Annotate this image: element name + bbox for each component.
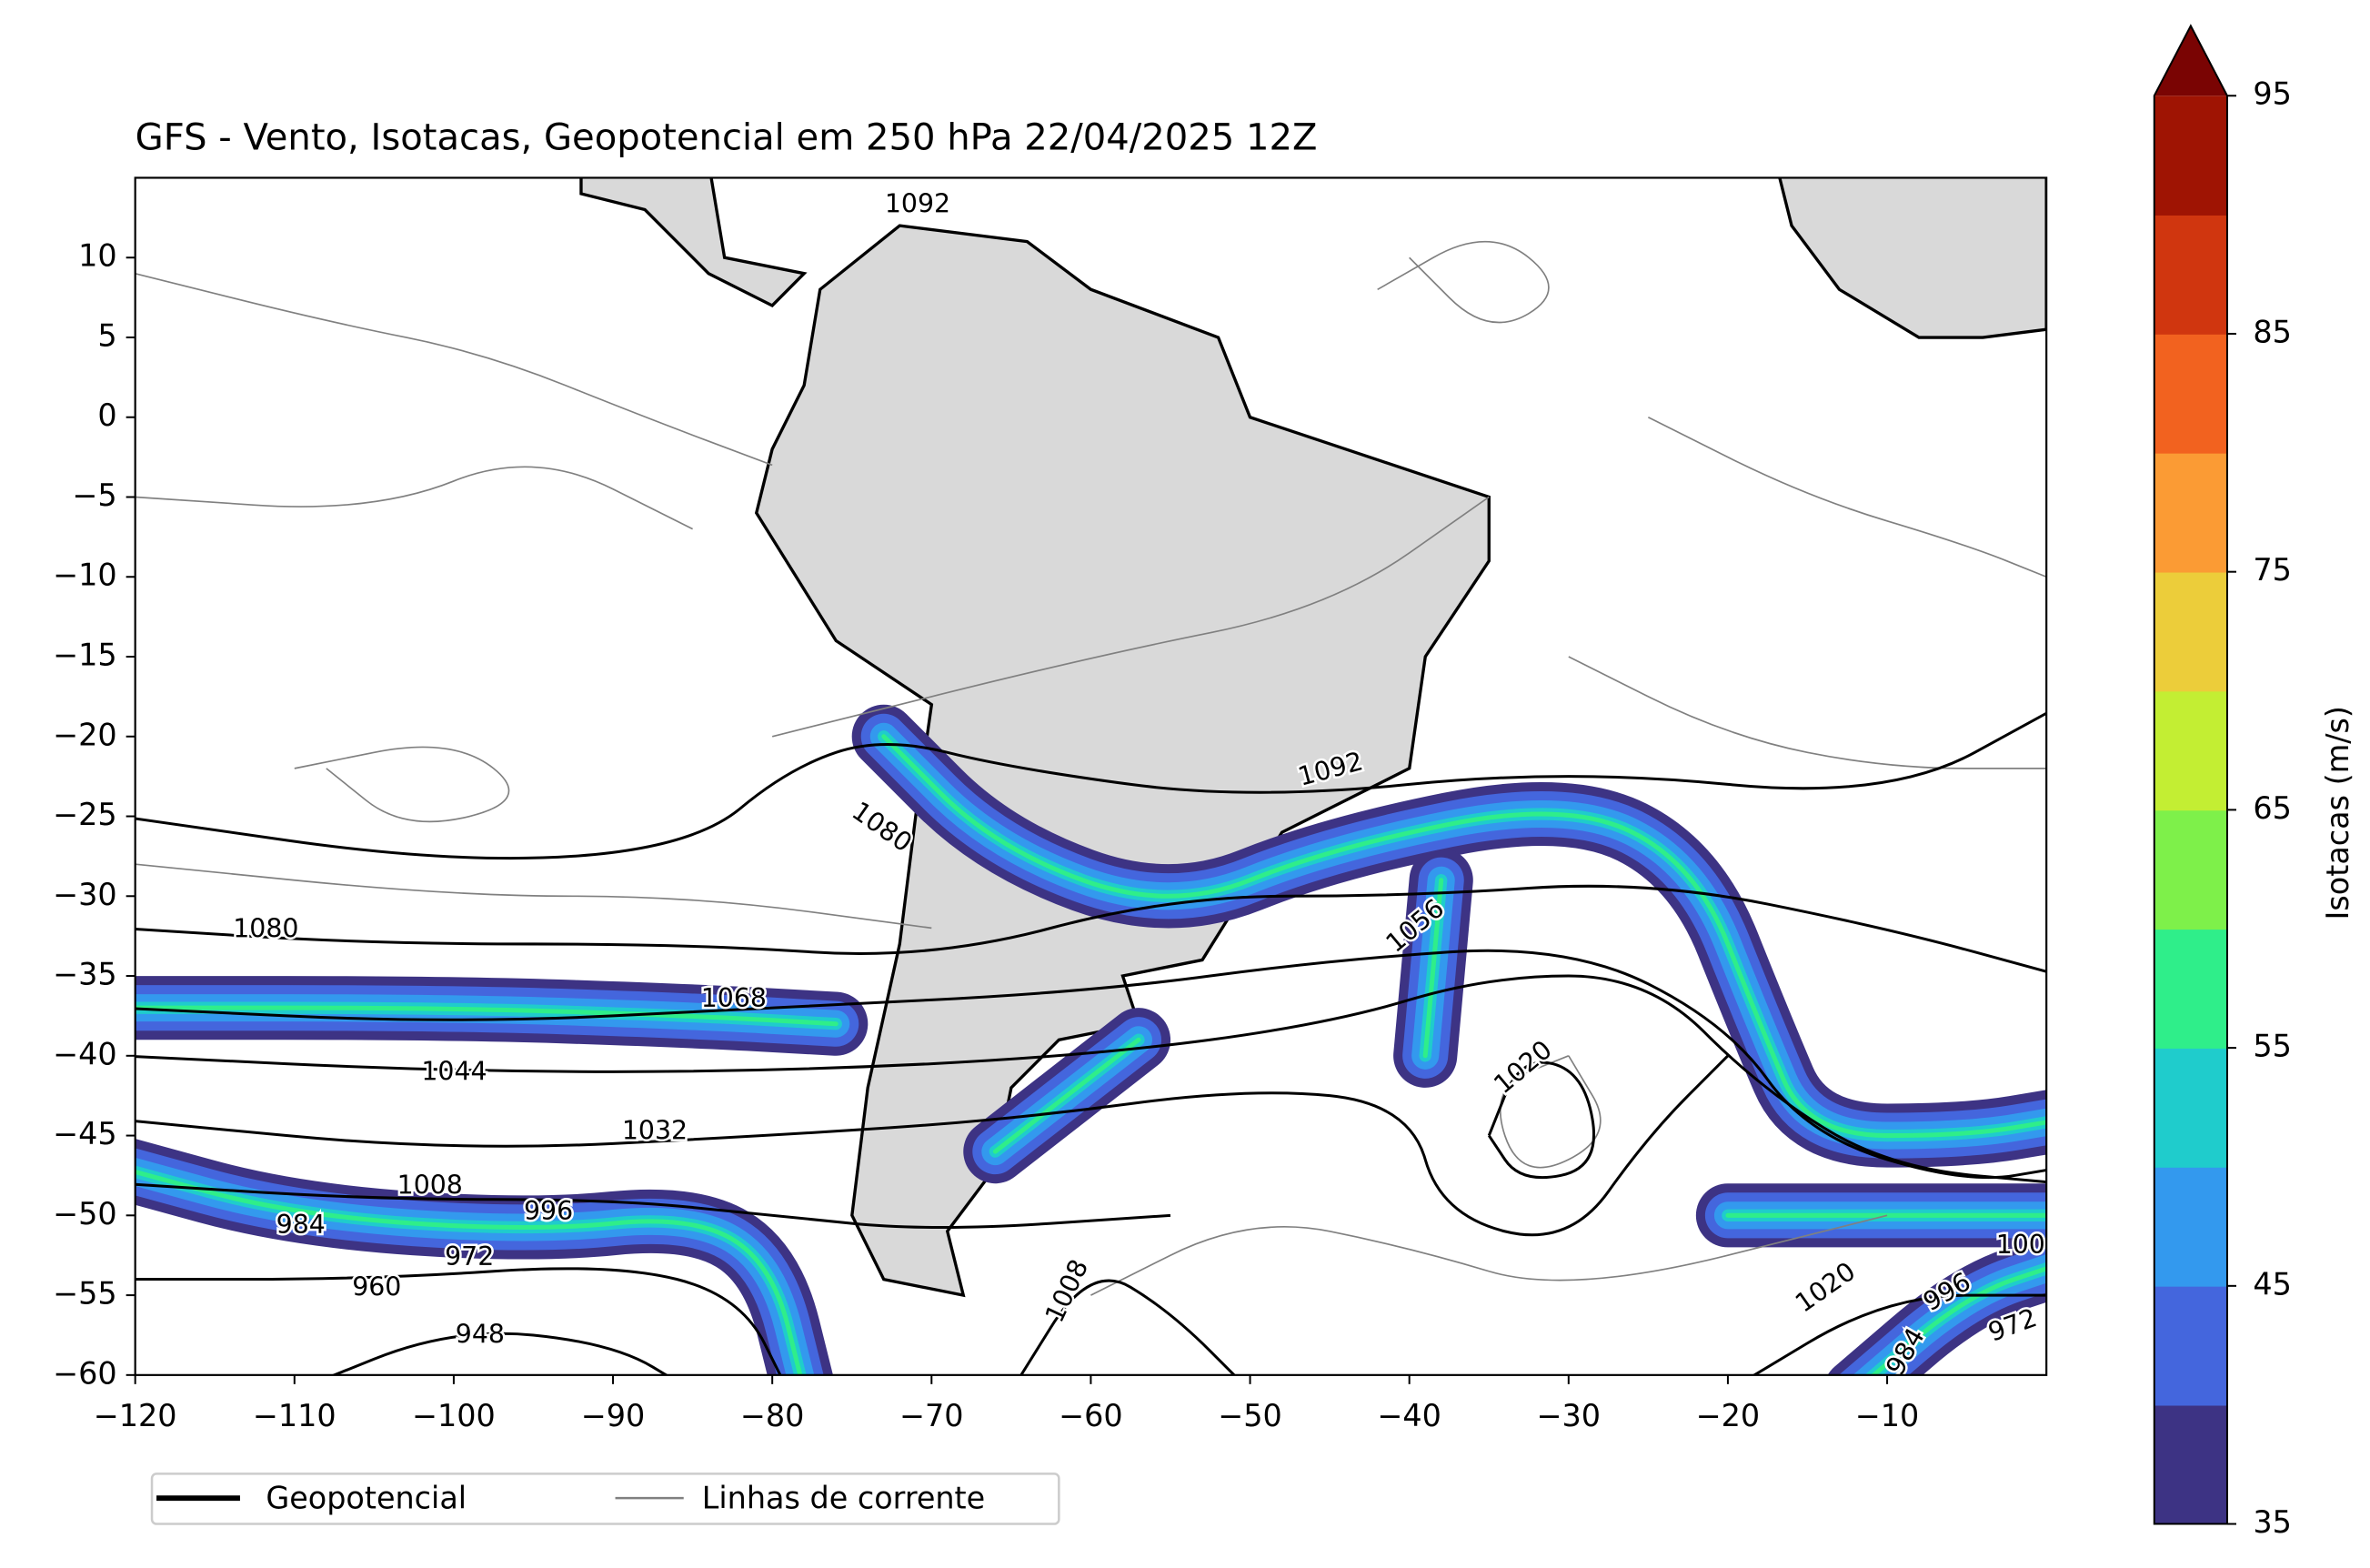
x-tick-label: −70 <box>899 1398 964 1433</box>
colorbar-segment <box>2154 95 2227 216</box>
y-tick-label: −50 <box>53 1196 117 1231</box>
contour-label: 100 <box>1996 1230 2045 1260</box>
y-tick-label: −55 <box>53 1276 117 1312</box>
y-tick-label: −35 <box>53 957 117 992</box>
geopotential-contour <box>135 949 2047 1180</box>
colorbar-tick-label: 75 <box>2253 552 2292 588</box>
land <box>579 177 808 307</box>
colorbar-tick-label: 45 <box>2253 1266 2292 1302</box>
colorbar-segment <box>2154 1404 2227 1525</box>
y-tick-label: −20 <box>53 717 117 752</box>
contour-label: 972 <box>445 1241 494 1271</box>
streamline <box>1090 1214 1888 1296</box>
y-tick-label: −25 <box>53 797 117 832</box>
legend-label: Geopotencial <box>266 1480 467 1515</box>
geopotential-contour <box>135 711 2047 860</box>
streamline <box>135 466 693 530</box>
y-tick-label: −45 <box>53 1116 117 1151</box>
geopotential-contour <box>135 1182 1171 1229</box>
legend-box <box>150 1473 1060 1525</box>
y-tick-label: 5 <box>97 317 116 353</box>
land <box>754 224 1491 1298</box>
contour-label: 948 <box>456 1319 505 1349</box>
streamline <box>1568 656 2047 769</box>
legend-label: Linhas de corrente <box>702 1480 985 1515</box>
isotach-band <box>992 1037 1141 1154</box>
streamline <box>135 272 773 467</box>
contour-label: 1068 <box>701 983 767 1013</box>
colorbar-tick-label: 55 <box>2253 1029 2292 1064</box>
contour-label: 1044 <box>421 1056 487 1086</box>
colorbar-segment <box>2154 1166 2227 1287</box>
colorbar-segment <box>2154 1285 2227 1406</box>
x-tick-label: −40 <box>1377 1398 1441 1433</box>
colorbar-segment <box>2154 690 2227 811</box>
x-tick-label: −120 <box>94 1398 177 1433</box>
streamline <box>1499 1055 1602 1169</box>
contour-label: 1092 <box>885 189 950 219</box>
colorbar-segment <box>2154 929 2227 1049</box>
streamline <box>771 496 1490 738</box>
x-tick-label: −110 <box>253 1398 336 1433</box>
colorbar-extend <box>2154 25 2227 96</box>
geopotential-contour <box>1019 1279 1237 1375</box>
map-layer: 1092108010801068104410321008996984972960… <box>135 177 2047 1375</box>
colorbar-segment <box>2154 1048 2227 1168</box>
colorbar-segment <box>2154 809 2227 930</box>
streamline <box>1377 240 1550 324</box>
colorbar-tick-label: 65 <box>2253 790 2292 826</box>
streamline <box>135 863 932 930</box>
geopotential-contour <box>1487 1060 1595 1180</box>
chart-title: GFS - Vento, Isotacas, Geopotencial em 2… <box>136 117 1318 159</box>
geopotential-contour <box>135 884 2047 973</box>
contour-label: 1008 <box>397 1171 463 1201</box>
geopotential-contour <box>135 1267 782 1375</box>
land <box>1778 177 2047 339</box>
colorbar-segment <box>2154 452 2227 573</box>
x-tick-label: −30 <box>1537 1398 1602 1433</box>
colorbar-frame <box>2153 24 2228 1525</box>
streamline <box>294 746 510 823</box>
contour-label: 984 <box>276 1210 326 1240</box>
contour-label: 960 <box>352 1272 401 1302</box>
isotach-band <box>135 1005 839 1027</box>
x-tick-label: −90 <box>581 1398 646 1433</box>
x-tick-label: −50 <box>1218 1398 1282 1433</box>
colorbar-segment <box>2154 571 2227 692</box>
geopotential-contour <box>1752 1293 2047 1375</box>
y-tick-label: −60 <box>53 1355 117 1391</box>
geopotential-contour <box>135 1054 1729 1237</box>
y-tick-label: 10 <box>78 238 117 274</box>
x-tick-label: −80 <box>740 1398 805 1433</box>
geopotential-contour <box>330 1332 669 1375</box>
x-tick-label: −100 <box>412 1398 496 1433</box>
geopotential-contour <box>135 974 2047 1184</box>
colorbar-tick-label: 95 <box>2253 76 2292 112</box>
y-tick-label: −40 <box>53 1036 117 1071</box>
contour-label: 1080 <box>233 913 298 943</box>
x-tick-label: −60 <box>1059 1398 1123 1433</box>
y-tick-label: 0 <box>97 397 116 433</box>
colorbar-label: Isotacas (m/s) <box>2320 706 2355 920</box>
colorbar-segment <box>2154 215 2227 335</box>
x-tick-label: −10 <box>1855 1398 1919 1433</box>
isotach-band <box>1870 1266 2047 1375</box>
colorbar-segment <box>2154 333 2227 454</box>
isotach-band <box>881 734 2047 1139</box>
streamline <box>1647 416 2047 578</box>
colorbar-tick-label: 35 <box>2253 1504 2292 1540</box>
y-tick-label: −5 <box>72 477 116 513</box>
y-tick-label: −15 <box>53 638 117 673</box>
colorbar-tick-label: 85 <box>2253 314 2292 349</box>
isotach-band <box>135 1169 803 1375</box>
y-tick-label: −30 <box>53 877 117 912</box>
y-tick-label: −10 <box>53 558 117 593</box>
isotach-band <box>1422 878 1444 1059</box>
x-tick-label: −20 <box>1696 1398 1761 1433</box>
contour-label: 996 <box>524 1196 573 1226</box>
contour-label: 1032 <box>622 1116 688 1146</box>
